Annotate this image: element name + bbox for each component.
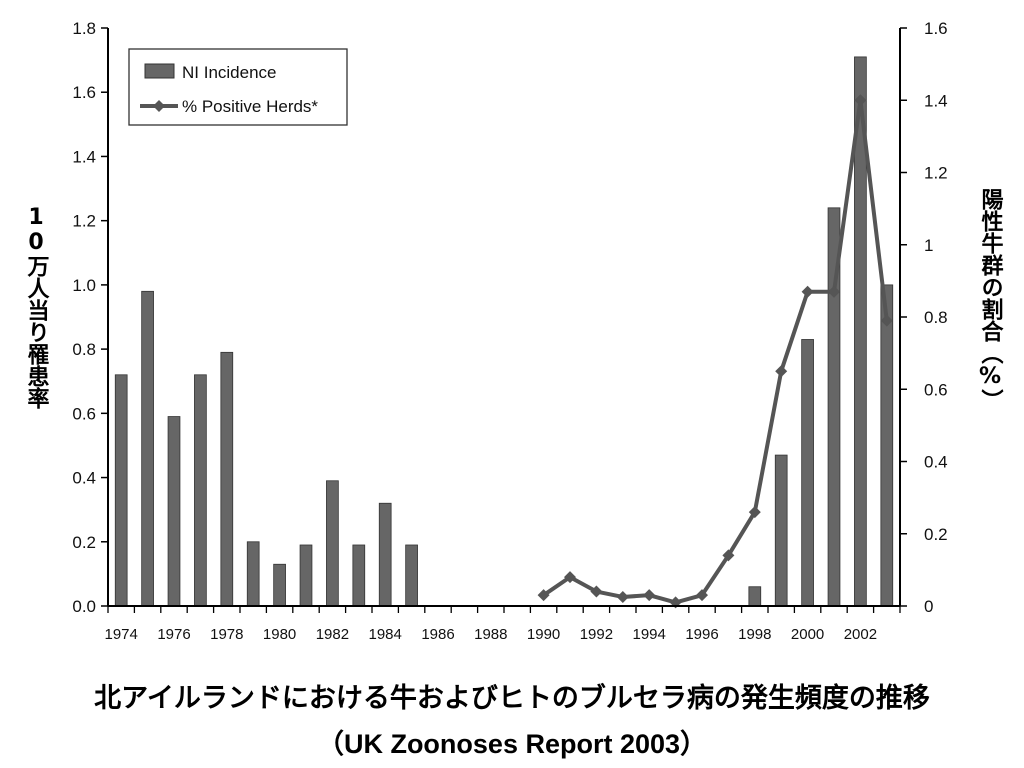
bar-1980 [273,563,286,607]
legend-bar-swatch [144,63,175,79]
point-1990 [537,589,550,602]
bar-1981 [299,544,313,607]
bar-1978 [220,351,234,607]
y-right-tick-label: 1.4 [924,91,948,110]
x-tick-label-1980: 1980 [263,626,296,643]
y-left-tick-label: 0.4 [72,469,96,488]
x-tick-label-1978: 1978 [210,626,243,643]
point-1999 [775,365,788,378]
y-right-tick-label: 1 [924,236,933,255]
point-1997 [722,549,735,562]
bar-1982 [326,480,339,607]
chart-title: 北アイルランドにおける牛およびヒトのブルセラ病の発生頻度の推移 [94,683,930,714]
y-right-tick-label: 0.2 [924,525,948,544]
y-axis-left-ticks: 0.0 0.2 0.4 0.6 0.8 1.0 1.2 1.4 1.6 1.8 [72,19,108,616]
y-left-tick-label: 1.0 [72,276,96,295]
x-tick-label-1976: 1976 [157,626,190,643]
bar-2003 [880,284,894,607]
x-tick-label-1974: 1974 [105,626,138,643]
y-right-tick-label: 0 [924,597,933,616]
x-tick-label-1990: 1990 [527,626,560,643]
x-axis-ticks: 1974 1976 1978 1980 1982 1984 1986 1988 1990 1992… [105,606,901,643]
y-left-tick-label: 1.6 [72,83,96,102]
y-axis-left-title: 10万人当り罹患率 [24,205,51,409]
bar-1984 [378,502,392,607]
point-2000 [801,285,814,298]
point-1991 [564,571,576,584]
bar-1975 [141,290,154,607]
x-tick-label-1994: 1994 [633,626,666,643]
bar-2000 [801,339,814,607]
y-right-tick-label: 0.6 [924,380,948,399]
x-tick-label-2002: 2002 [844,626,877,643]
x-tick-label-1998: 1998 [738,626,771,643]
legend-marker [153,100,165,112]
point-1998 [748,506,761,519]
x-tick-label-1992: 1992 [580,626,613,643]
y-axis-right-title: 陽性牛群の割合（%） [978,188,1004,411]
bar-1985 [405,544,418,607]
y-left-tick-label: 1.4 [72,147,96,166]
bar-1999 [774,454,788,607]
y-right-tick-label: 1.6 [924,19,948,38]
y-left-tick-label: 1.2 [72,212,96,231]
y-left-tick-label: 0.6 [72,404,96,423]
y-right-tick-label: 0.4 [924,453,948,472]
bar-1974 [114,374,128,607]
point-2003 [880,314,893,327]
x-tick-label-1988: 1988 [474,626,507,643]
bar-series [114,56,894,607]
y-axis-right-ticks: 0 0.2 0.4 0.6 0.8 1 1.2 1.4 1.6 [900,19,948,616]
bar-1976 [167,416,181,607]
point-2001 [828,285,840,298]
x-tick-label-1982: 1982 [316,626,349,643]
y-left-tick-label: 0.8 [72,340,96,359]
chart-subtitle: （UK Zoonoses Report 2003） [316,729,708,759]
line-series [537,94,893,609]
x-tick-label-2000: 2000 [791,626,824,643]
legend-label-line: % Positive Herds* [182,97,318,116]
bar-1998 [748,586,762,607]
y-left-tick-label: 0.2 [72,533,96,552]
bar-1983 [352,544,366,607]
bar-1977 [194,374,207,607]
point-1994 [643,589,656,602]
y-right-tick-label: 0.8 [924,308,948,327]
legend: NI Incidence % Positive Herds* [128,48,348,126]
point-1993 [616,590,629,603]
legend-box [128,48,348,126]
legend-label-bars: NI Incidence [182,63,277,82]
y-right-tick-label: 1.2 [924,164,948,183]
y-left-tick-label: 0.0 [72,597,96,616]
x-tick-label-1986: 1986 [421,626,454,643]
point-1996 [696,589,708,602]
x-tick-label-1996: 1996 [685,626,718,643]
point-2002 [854,94,867,107]
y-left-tick-label: 1.8 [72,19,96,38]
x-tick-label-1984: 1984 [369,626,402,643]
point-1992 [590,585,603,598]
bar-1979 [246,541,260,607]
